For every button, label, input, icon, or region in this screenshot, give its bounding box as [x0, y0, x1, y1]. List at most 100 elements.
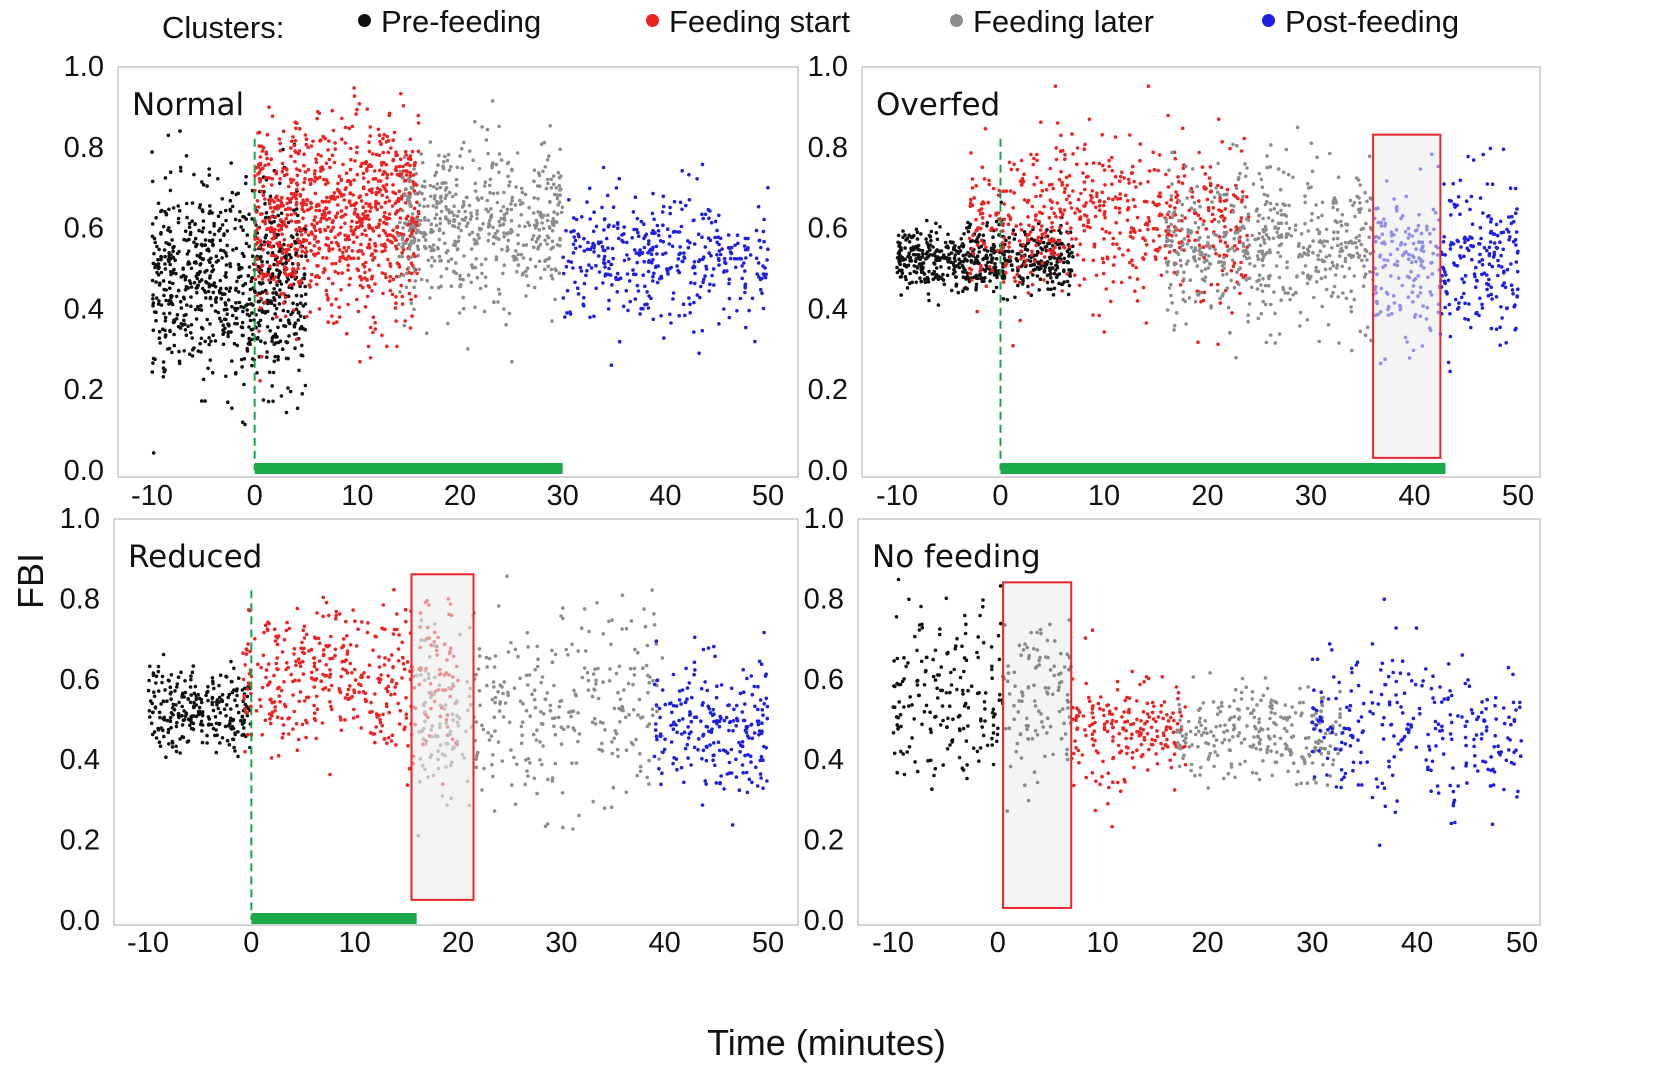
data-point — [538, 213, 543, 218]
data-point — [330, 281, 335, 286]
data-point — [1196, 213, 1201, 218]
data-point — [1294, 290, 1298, 295]
data-point — [317, 275, 321, 280]
data-point — [317, 307, 322, 311]
data-point — [263, 219, 267, 223]
data-point — [483, 180, 488, 184]
data-point — [416, 113, 421, 118]
data-point — [1272, 206, 1277, 211]
data-point — [316, 202, 321, 207]
data-point — [1342, 274, 1347, 279]
data-point — [1040, 224, 1044, 228]
data-point — [748, 253, 753, 257]
data-point — [343, 212, 348, 217]
data-point — [337, 248, 342, 252]
data-point — [1335, 266, 1339, 270]
data-point — [1358, 329, 1363, 334]
data-point — [355, 297, 359, 302]
data-point — [1053, 245, 1057, 249]
data-point — [1025, 275, 1030, 280]
data-point — [553, 220, 558, 224]
data-point — [454, 240, 458, 245]
data-point — [1062, 256, 1066, 261]
data-point — [356, 268, 361, 273]
data-point — [533, 264, 538, 269]
data-point — [468, 217, 473, 221]
data-point — [634, 251, 639, 255]
data-point — [1309, 185, 1313, 189]
data-point — [365, 294, 370, 299]
data-point — [937, 274, 941, 279]
data-point — [374, 225, 379, 230]
data-point — [1128, 260, 1132, 265]
data-point — [1330, 260, 1335, 265]
data-point — [1012, 275, 1017, 280]
data-point — [185, 215, 189, 220]
data-point — [462, 203, 466, 207]
data-point — [205, 690, 209, 695]
data-point — [1259, 177, 1264, 182]
data-point — [279, 394, 284, 398]
data-point — [303, 177, 307, 181]
data-point — [439, 199, 444, 204]
data-point — [1251, 182, 1256, 186]
data-point — [222, 232, 226, 236]
data-point — [651, 317, 656, 322]
data-point — [396, 199, 401, 203]
cluster-feeding-later — [396, 99, 565, 364]
data-point — [291, 135, 295, 139]
data-point — [1217, 220, 1221, 224]
data-point — [1165, 235, 1169, 240]
data-point — [268, 264, 272, 269]
data-point — [1500, 265, 1504, 269]
data-point — [1450, 241, 1454, 245]
data-point — [974, 217, 978, 222]
data-point — [1085, 224, 1090, 229]
data-point — [1451, 181, 1455, 186]
data-point — [335, 195, 340, 199]
data-point — [400, 251, 404, 255]
data-point — [502, 190, 506, 195]
data-point — [1102, 168, 1107, 172]
data-point — [920, 248, 925, 253]
data-point — [225, 243, 229, 248]
data-point — [167, 302, 171, 306]
data-point — [477, 236, 481, 240]
data-point — [289, 191, 294, 196]
data-point — [1202, 219, 1206, 223]
data-point — [188, 723, 192, 728]
data-point — [1012, 162, 1016, 167]
data-point — [1238, 171, 1242, 176]
data-point — [432, 248, 436, 253]
data-point — [495, 229, 500, 233]
data-point — [1170, 182, 1174, 186]
x-tick-label: -10 — [131, 480, 173, 512]
data-point — [1336, 230, 1340, 234]
data-point — [178, 129, 182, 133]
data-point — [179, 306, 184, 310]
data-point — [760, 291, 764, 296]
data-point — [1347, 240, 1351, 245]
data-point — [408, 163, 412, 168]
cluster-pre-feeding — [146, 652, 254, 759]
data-point — [324, 206, 328, 210]
data-point — [337, 190, 342, 194]
data-point — [928, 253, 933, 257]
data-point — [234, 371, 238, 375]
data-point — [1011, 231, 1015, 236]
data-point — [949, 288, 954, 293]
data-point — [321, 270, 326, 275]
x-tick-label: 30 — [547, 480, 579, 512]
data-point — [1285, 260, 1289, 264]
data-point — [656, 264, 660, 268]
data-point — [1101, 271, 1106, 276]
data-point — [620, 233, 624, 237]
data-point — [177, 249, 181, 254]
data-point — [1050, 225, 1054, 230]
data-point — [898, 268, 903, 273]
data-point — [168, 685, 173, 689]
data-point — [1103, 209, 1107, 214]
data-point — [1315, 280, 1319, 284]
data-point — [1279, 208, 1283, 213]
data-point — [491, 161, 495, 165]
